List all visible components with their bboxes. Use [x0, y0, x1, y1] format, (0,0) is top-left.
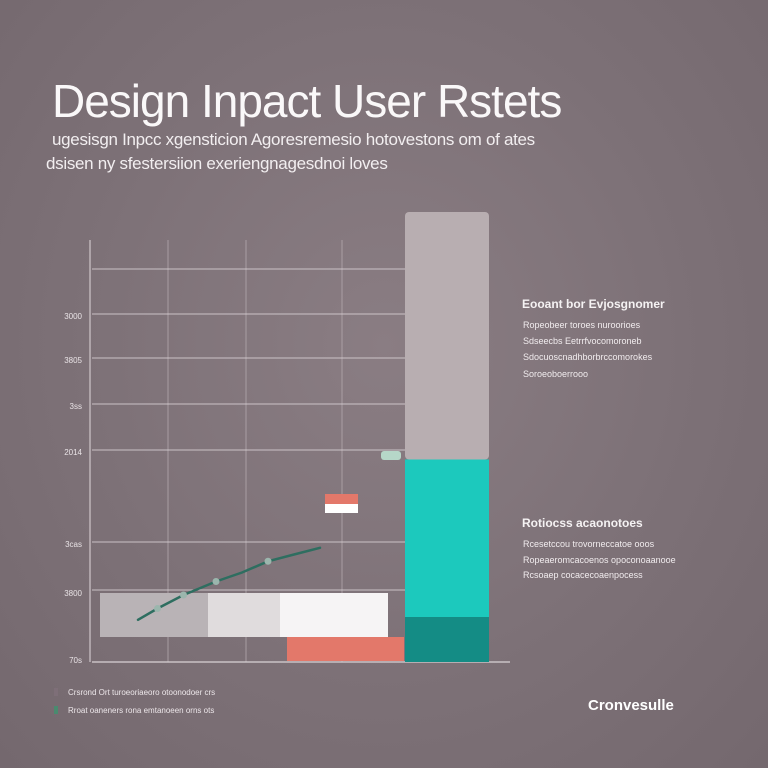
- line-series: [136, 546, 322, 622]
- y-tick-label: 3805: [64, 356, 82, 365]
- subtitle-line-1: ugesisgn Inpcc xgensticion Agoresremesio…: [52, 130, 535, 149]
- y-tick-label: 3cas: [65, 540, 82, 549]
- floating-box-bottom: [325, 504, 358, 513]
- y-tick-label: 2014: [64, 448, 82, 457]
- panel-section1-line-4: Soroeoboerrooo: [523, 369, 589, 379]
- brand-logo-text: Cronvesulle: [588, 697, 674, 714]
- y-tick-label: 70s: [69, 656, 82, 665]
- horizontal-bar-segment-2: [208, 593, 280, 637]
- floating-box-top: [325, 494, 358, 504]
- y-tick-label: 3000: [64, 312, 82, 321]
- panel-section1-line-2: Sdseecbs Eetrrfvocomoroneb: [523, 336, 642, 346]
- panel-section2-line-2: Ropeaeromcacoenos opoconoaanooe: [523, 555, 676, 565]
- horizontal-bar-segment-1: [100, 593, 208, 637]
- panel-section1-line-3: Sdocuoscnadhborbrccomorokes: [523, 352, 653, 362]
- footnote-2: Rroat oaneners rona emtanoeen orns ots: [68, 706, 215, 715]
- line-series-point: [180, 591, 187, 599]
- line-series-point: [264, 557, 272, 565]
- y-tick-label: 3ss: [70, 402, 82, 411]
- line-series-point: [212, 578, 220, 585]
- panel-section2-line-3: Rcsoaep cocacecoaenpocess: [523, 570, 643, 580]
- panel-section1-heading: Eooant bor Evjosgnomer: [522, 297, 665, 311]
- line-series-point: [154, 605, 161, 612]
- stacked-column-segment-1: [405, 617, 489, 662]
- panel-section2-line-1: Rcesetccou trovorneccatoe ooos: [523, 539, 655, 549]
- footnote-marker-2: [54, 706, 58, 714]
- stacked-column-segment-3: [405, 212, 489, 460]
- horizontal-bar-accent-segment: [287, 637, 404, 661]
- horizontal-bar-segment-3: [280, 593, 388, 637]
- panel-section2-heading: Rotiocss acaonotoes: [522, 516, 643, 530]
- small-marker: [381, 451, 401, 460]
- stacked-column-segment-2: [405, 459, 489, 617]
- page-title: Design Inpact User Rstets: [52, 75, 562, 127]
- subtitle-line-2: dsisen ny sfestersiion exeriengnagesdnoi…: [46, 154, 388, 173]
- panel-section1-line-1: Ropeobeer toroes nuroorioes: [523, 320, 641, 330]
- y-tick-label: 3800: [64, 589, 82, 598]
- footnote-marker-1: [54, 688, 58, 696]
- footnote-1: Crsrond Ort turoeoriaeoro otoonodoer crs: [68, 688, 216, 697]
